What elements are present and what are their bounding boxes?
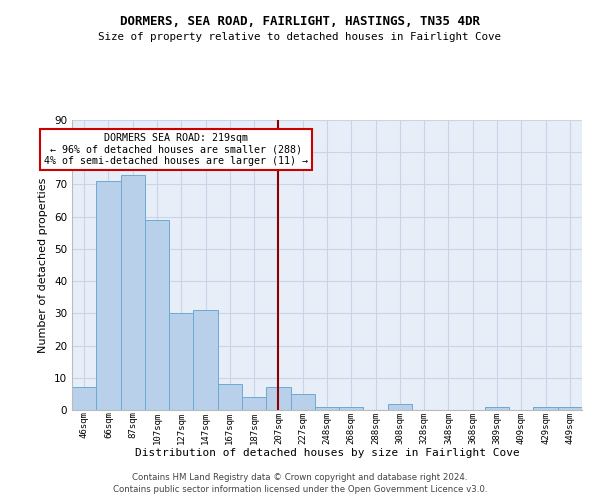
Bar: [388, 404, 412, 410]
Text: Size of property relative to detached houses in Fairlight Cove: Size of property relative to detached ho…: [98, 32, 502, 42]
Bar: [339, 407, 364, 410]
Text: Contains public sector information licensed under the Open Government Licence v3: Contains public sector information licen…: [113, 484, 487, 494]
Y-axis label: Number of detached properties: Number of detached properties: [38, 178, 49, 352]
Bar: [533, 407, 558, 410]
Bar: [218, 384, 242, 410]
Bar: [72, 388, 96, 410]
Bar: [96, 181, 121, 410]
Bar: [145, 220, 169, 410]
Text: DORMERS SEA ROAD: 219sqm
← 96% of detached houses are smaller (288)
4% of semi-d: DORMERS SEA ROAD: 219sqm ← 96% of detach…: [44, 133, 308, 166]
Bar: [485, 407, 509, 410]
Text: Distribution of detached houses by size in Fairlight Cove: Distribution of detached houses by size …: [134, 448, 520, 458]
Bar: [558, 407, 582, 410]
Bar: [242, 397, 266, 410]
Bar: [169, 314, 193, 410]
Text: DORMERS, SEA ROAD, FAIRLIGHT, HASTINGS, TN35 4DR: DORMERS, SEA ROAD, FAIRLIGHT, HASTINGS, …: [120, 15, 480, 28]
Bar: [121, 175, 145, 410]
Bar: [290, 394, 315, 410]
Bar: [193, 310, 218, 410]
Bar: [266, 388, 290, 410]
Text: Contains HM Land Registry data © Crown copyright and database right 2024.: Contains HM Land Registry data © Crown c…: [132, 473, 468, 482]
Bar: [315, 407, 339, 410]
